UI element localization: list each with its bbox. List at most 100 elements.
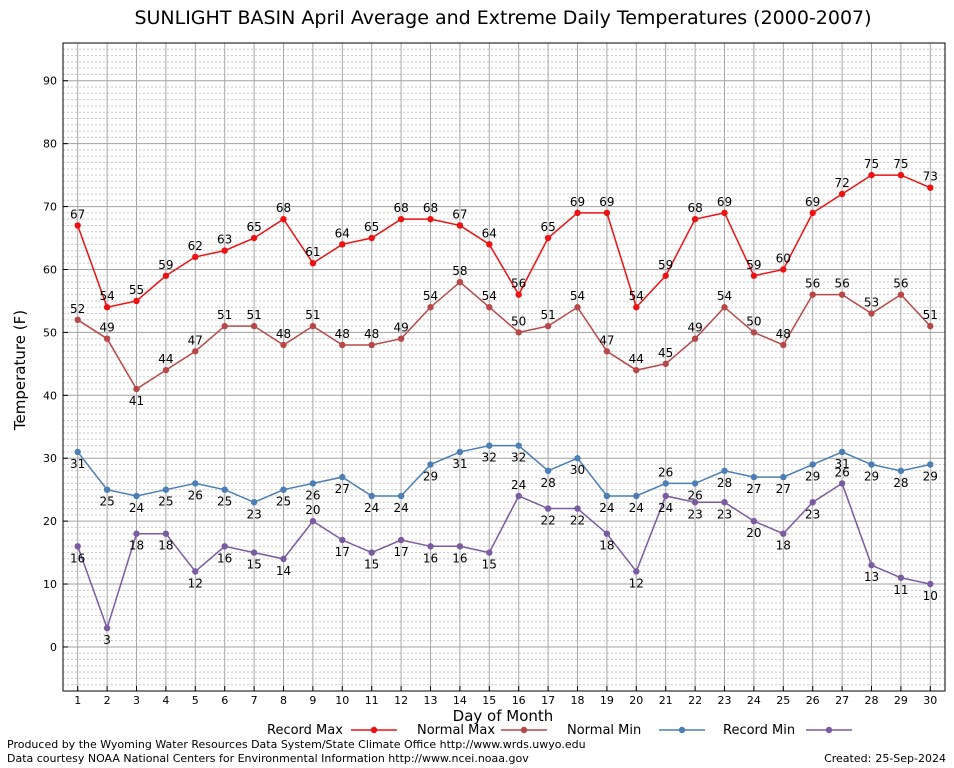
legend-marker <box>678 726 686 734</box>
data-point <box>368 492 375 500</box>
data-point <box>897 467 905 475</box>
data-point <box>133 385 140 393</box>
y-tick-label: 30 <box>43 452 57 465</box>
data-label: 17 <box>393 545 408 559</box>
data-point <box>633 366 640 374</box>
data-label: 28 <box>540 476 555 490</box>
data-label: 63 <box>217 233 232 247</box>
data-label: 32 <box>482 451 497 465</box>
x-tick-label: 17 <box>541 694 555 707</box>
data-label: 24 <box>629 501 644 515</box>
data-label: 26 <box>834 465 849 479</box>
created-value: 25-Sep-2024 <box>875 752 946 765</box>
data-point <box>868 171 875 179</box>
data-label: 29 <box>923 470 938 484</box>
data-label: 23 <box>717 507 732 521</box>
data-label: 56 <box>805 277 820 291</box>
data-label: 10 <box>923 589 938 603</box>
data-label: 16 <box>70 551 85 565</box>
y-tick-label: 40 <box>43 389 57 402</box>
data-point <box>133 530 140 537</box>
data-point <box>662 480 669 487</box>
data-point <box>339 241 346 248</box>
data-point <box>809 499 816 506</box>
data-point <box>544 322 552 330</box>
data-label: 25 <box>276 495 291 509</box>
data-label: 24 <box>129 501 144 515</box>
data-label: 47 <box>188 333 203 347</box>
data-label: 56 <box>893 277 908 291</box>
data-point <box>397 215 405 223</box>
series-record-max: 67 54 55 59 62 63 65 68 61 64 65 68 68 67 64 56 65 69 69 54… <box>70 157 938 311</box>
data-label: 56 <box>834 277 849 291</box>
data-point <box>515 492 522 500</box>
data-point <box>456 222 464 229</box>
data-label: 23 <box>246 507 261 521</box>
data-label: 24 <box>599 501 614 515</box>
data-point <box>456 543 464 550</box>
data-label: 54 <box>423 289 438 303</box>
created-label: Created: <box>824 752 872 765</box>
plot-frame <box>62 42 946 692</box>
data-point <box>603 348 611 355</box>
data-point <box>750 517 758 525</box>
data-point <box>74 448 81 456</box>
data-label: 65 <box>364 220 379 234</box>
x-tick-label: 26 <box>806 694 820 707</box>
data-label: 24 <box>658 501 673 515</box>
data-point <box>721 209 728 217</box>
data-label: 68 <box>687 201 702 215</box>
data-label: 3 <box>103 633 111 647</box>
data-label: 54 <box>99 289 114 303</box>
data-point <box>397 536 405 544</box>
data-label: 28 <box>717 476 732 490</box>
y-tick-label: 60 <box>43 263 57 276</box>
data-label: 68 <box>276 201 291 215</box>
data-point <box>486 241 493 248</box>
data-label: 31 <box>834 457 849 471</box>
data-point <box>397 492 405 500</box>
data-point <box>838 448 846 456</box>
data-label: 26 <box>188 488 203 502</box>
data-point <box>397 335 405 342</box>
data-point <box>927 322 934 330</box>
data-point <box>162 272 170 279</box>
credit-line-producer: Produced by the Wyoming Water Resources … <box>7 738 586 751</box>
data-label: 18 <box>599 539 614 553</box>
data-label: 51 <box>305 308 320 322</box>
x-tick-label: 11 <box>365 694 379 707</box>
legend: Record Max Normal Max Normal Min Record Min <box>267 723 852 738</box>
data-label: 25 <box>158 495 173 509</box>
data-label: 11 <box>893 583 908 597</box>
data-point <box>103 335 111 342</box>
data-label: 51 <box>540 308 555 322</box>
data-label: 31 <box>70 457 85 471</box>
legend-item-normal-max: Normal Max <box>417 723 547 738</box>
data-point <box>339 341 346 349</box>
data-point <box>574 209 581 217</box>
y-tick-label: 90 <box>43 75 57 88</box>
data-point <box>721 467 728 475</box>
data-label: 31 <box>452 457 467 471</box>
data-point <box>897 574 905 581</box>
data-point <box>162 530 170 537</box>
data-label: 30 <box>570 463 585 477</box>
data-point <box>633 492 640 500</box>
data-label: 68 <box>393 201 408 215</box>
data-label: 32 <box>511 451 526 465</box>
data-point <box>250 322 258 330</box>
data-point <box>691 335 699 342</box>
x-tick-label: 18 <box>571 694 585 707</box>
data-label: 75 <box>864 157 879 171</box>
data-point <box>280 555 287 563</box>
data-label: 27 <box>746 482 761 496</box>
data-label: 62 <box>188 239 203 253</box>
data-point <box>221 543 228 550</box>
series-normal-min: 31 25 24 25 26 25 23 25 26 27 24 24 29 31 32 32 28 30 24 24… <box>70 442 938 521</box>
x-tick-label: 10 <box>335 694 349 707</box>
data-label: 18 <box>158 539 173 553</box>
data-point <box>868 310 875 317</box>
data-point <box>633 568 640 575</box>
data-label: 18 <box>129 539 144 553</box>
